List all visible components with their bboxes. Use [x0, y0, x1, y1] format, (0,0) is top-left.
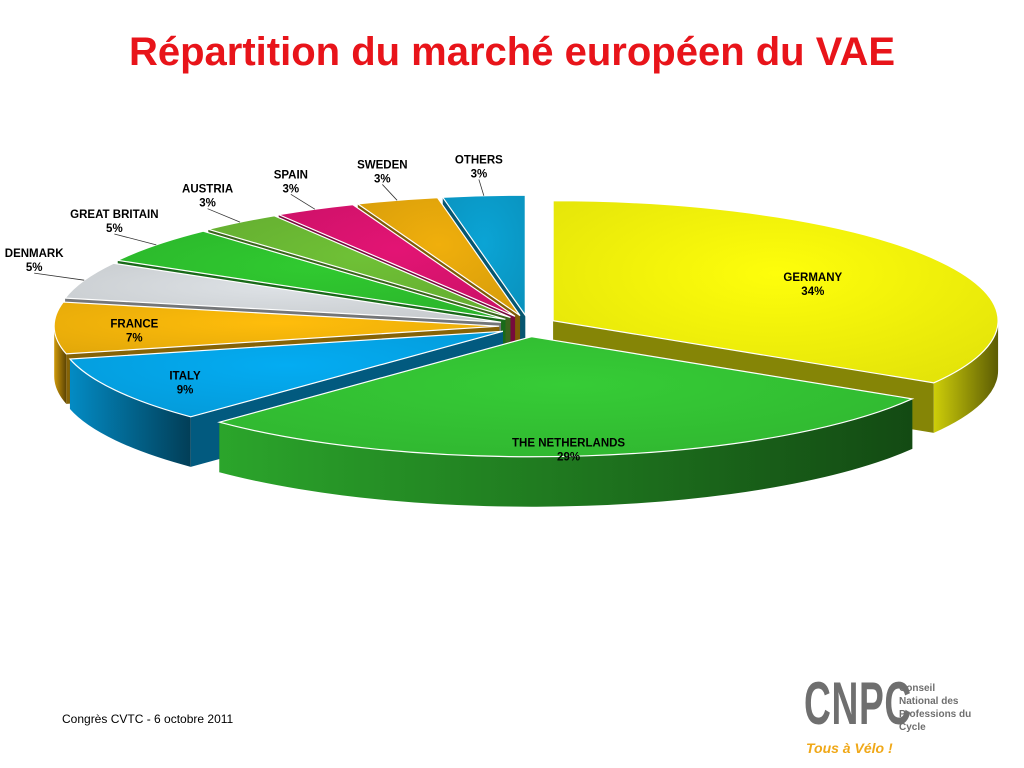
slice-name: FRANCE — [110, 319, 158, 331]
logo-organisation: Conseil National des Professions du Cycl… — [899, 682, 999, 734]
slice-top-germany — [552, 200, 999, 384]
cnpc-logo: CNPC Conseil National des Professions du… — [800, 672, 1000, 762]
logo-slogan: Tous à Vélo ! — [806, 740, 893, 756]
slice-name: OTHERS — [455, 154, 503, 166]
slice-wall — [69, 359, 191, 467]
slice-top-spain — [276, 203, 516, 317]
slice-top-the-netherlands — [217, 336, 915, 458]
slice-name: ITALY — [169, 371, 201, 383]
slice-label: AUSTRIA 3% — [182, 184, 233, 210]
logo-line: Cycle — [899, 722, 926, 733]
slice-value: 5% — [106, 223, 123, 235]
slice-label: THE NETHERLANDS 29% — [512, 437, 625, 463]
slice-label: FRANCE 7% — [110, 319, 158, 345]
slice-name: GERMANY — [783, 272, 842, 284]
slice-label: SWEDEN 3% — [357, 159, 407, 185]
logo-line: National des — [899, 696, 959, 707]
slice-top-sweden — [356, 197, 521, 317]
slice-value: 3% — [471, 168, 488, 180]
slice-value: 7% — [126, 333, 143, 345]
slice-name: AUSTRIA — [182, 184, 233, 196]
slice-value: 29% — [557, 451, 580, 463]
slice-label: OTHERS 3% — [455, 154, 503, 180]
slice-value: 5% — [26, 262, 43, 274]
footer-text: Congrès CVTC - 6 octobre 2011 — [62, 712, 234, 726]
logo-name: CNPC — [804, 670, 912, 737]
label-leader — [478, 179, 485, 196]
slice-wall — [54, 326, 67, 404]
slice-value: 9% — [177, 385, 194, 397]
label-leader — [207, 208, 241, 223]
slice-top-france — [53, 301, 500, 355]
slice-top-others — [441, 194, 526, 318]
label-leader — [382, 184, 398, 201]
label-leader — [290, 193, 316, 210]
slice-label: DENMARK 5% — [5, 248, 64, 274]
slice-wall — [219, 398, 913, 507]
pie-slice — [217, 336, 915, 507]
logo-line: Professions du — [899, 709, 972, 720]
slice-label: SPAIN 3% — [274, 169, 308, 195]
slice-name: GREAT BRITAIN — [70, 209, 158, 221]
slice-label: GREAT BRITAIN 5% — [70, 209, 158, 235]
slice-top-austria — [206, 215, 511, 318]
slice-label: GERMANY 34% — [783, 272, 842, 298]
slice-name: SPAIN — [274, 169, 308, 181]
slice-value: 3% — [199, 198, 216, 210]
slice-value: 3% — [374, 173, 391, 185]
label-leader — [114, 233, 157, 246]
slice-label: ITALY 9% — [169, 371, 201, 397]
label-leader — [34, 272, 85, 281]
slice-name: SWEDEN — [357, 159, 407, 171]
slice-name: THE NETHERLANDS — [512, 437, 625, 449]
slice-name: DENMARK — [5, 248, 64, 260]
slice-top-italy — [68, 330, 504, 418]
slice-value: 34% — [801, 286, 824, 298]
slice-value: 3% — [283, 183, 300, 195]
chart-title: Répartition du marché européen du VAE — [128, 30, 896, 74]
slice-wall — [933, 320, 999, 433]
logo-line: Conseil — [899, 683, 936, 694]
